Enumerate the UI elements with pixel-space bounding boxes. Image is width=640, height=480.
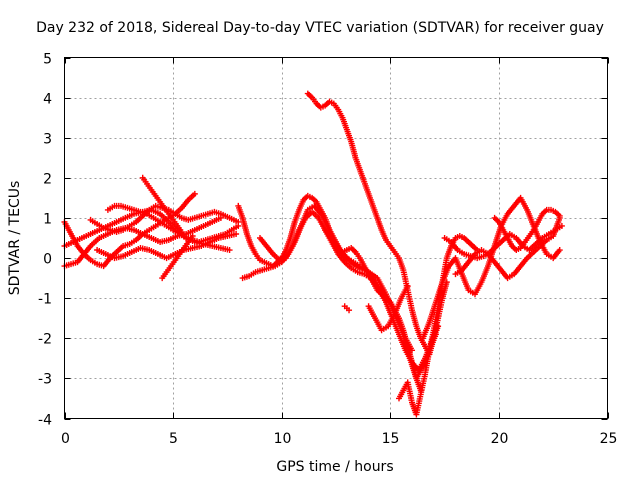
y-tick-label: -3 [38, 372, 52, 388]
x-tick-label: 20 [491, 431, 509, 447]
data-point-t1 [191, 190, 198, 197]
data-point-t14 [556, 247, 563, 254]
data-point-t17 [556, 212, 563, 219]
data-point-t8 [233, 230, 240, 237]
x-tick-label: 5 [169, 431, 178, 447]
y-tick-label: -4 [38, 413, 52, 429]
data-point-t5 [235, 222, 242, 229]
y-tick-label: 2 [43, 172, 52, 188]
y-tick-label: 0 [43, 252, 52, 268]
y-tick-label: 5 [43, 52, 52, 68]
data-point-t18 [409, 347, 416, 354]
x-tick-label: 15 [382, 431, 400, 447]
x-tick-label: 25 [600, 431, 618, 447]
data-point-t2 [226, 247, 233, 254]
y-tick-label: -2 [38, 332, 52, 348]
data-point-t19 [346, 307, 353, 314]
y-tick-label: 4 [43, 92, 52, 108]
data-point-t6 [178, 228, 185, 235]
plot-frame [64, 57, 608, 419]
y-tick-label: 3 [43, 132, 52, 148]
tick-labels: 0 5 10 15 20 25 -4 -3 -2 -1 0 1 2 3 4 5 [38, 52, 617, 448]
data-point-t15 [558, 222, 565, 229]
x-tick-label: 10 [274, 431, 292, 447]
y-axis-label: SDTVAR / TECUs [7, 181, 23, 296]
axis-ticks [64, 57, 609, 420]
grid [64, 57, 608, 419]
data-point-t20 [404, 283, 411, 290]
data-points [61, 90, 565, 418]
data-point-t7 [189, 232, 196, 239]
y-tick-label: -1 [38, 292, 52, 308]
x-tick-label: 0 [61, 431, 70, 447]
y-tick-label: 1 [43, 212, 52, 228]
x-axis-label: GPS time / hours [276, 459, 393, 475]
chart-title: Day 232 of 2018, Sidereal Day-to-day VTE… [36, 20, 604, 36]
